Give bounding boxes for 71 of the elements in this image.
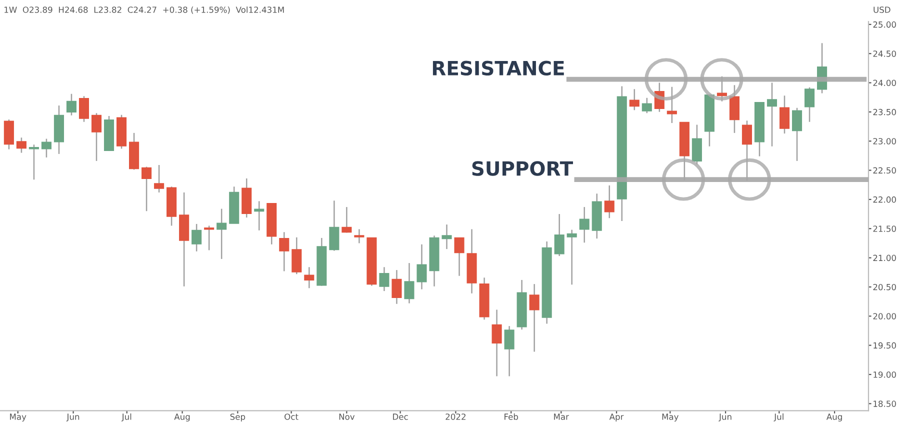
ref-line-label: RESISTANCE [432,60,564,76]
candlestick [579,206,590,244]
x-tick-label: 2022 [446,414,466,420]
candlestick [41,138,52,158]
x-tick-label: Feb [504,413,518,420]
x-tick-label: Jun [718,414,732,422]
y-tick-label: 22.50 [873,167,896,174]
candlestick [416,244,427,290]
candlestick [78,96,90,122]
candlestick [342,206,352,234]
candlestick [566,229,577,286]
candlestick [404,262,414,304]
y-tick-label: 22.00 [873,196,896,203]
candlestick [804,86,815,122]
candlestick [154,164,164,194]
candlestick [91,112,102,162]
y-tick-label: 24.00 [873,80,896,86]
y-tick-label: 18.50 [874,400,896,407]
candlestick [504,325,514,377]
x-tick-label: Aug [174,414,190,422]
candlestick [254,200,264,231]
candlestick [329,200,340,252]
x-tick-label: Jul [774,413,784,422]
y-tick-label: 20.50 [873,284,896,290]
y-axis-title: USD [874,6,890,13]
candlestick [304,266,314,289]
candlestick [529,283,540,352]
y-tick-label: 24.50 [873,50,896,57]
y-tick-label: 20.00 [873,313,896,320]
y-tick-label: 19.50 [874,342,896,349]
y-tick-label: 21.50 [873,226,896,232]
x-tick-label: Nov [339,414,355,420]
y-tick-label: 21.00 [873,254,896,262]
candlestick [379,266,390,292]
y-tick-label: 25.00 [873,21,896,28]
candlestick [492,309,502,377]
candlestick [279,231,290,272]
candlestick [142,166,152,212]
candlestick [192,223,202,252]
y-tick-label: 19.00 [874,371,896,378]
candlestick [216,208,227,260]
candlestick [779,94,790,134]
chart-title: 1W O23.89 H24.68 L23.82 C24.27 +0.38 (+1.59%) Vol12.431M [4,6,284,14]
candlestick [629,88,640,111]
x-tick-label: Jun [66,414,80,422]
candlestick [354,228,364,244]
candlestick [292,236,302,275]
y-tick-label: 23.00 [873,138,896,144]
x-tick-label: Oct [284,414,298,420]
candlestick [554,213,564,257]
candlestick [442,224,452,250]
candlestick [792,107,802,162]
candlestick [204,225,214,251]
candlestick [642,97,652,114]
candlestick [454,237,464,276]
x-tick-label: Aug [826,414,842,422]
x-tick-label: Mar [554,414,569,420]
candlestick [16,136,26,154]
x-tick-label: Sep [230,414,246,422]
candlestick [604,184,614,219]
candlestick [28,144,39,180]
candlestick [392,269,402,305]
candlestick [4,118,14,150]
x-tick-label: Jul [121,413,132,422]
x-tick-label: Dec [393,414,408,420]
candlestick [66,93,77,116]
x-tick-label: Apr [609,414,624,422]
x-tick-label: May [10,414,26,422]
y-tick-label: 23.50 [873,108,896,116]
ref-line-label: SUPPORT [472,161,573,176]
x-tick-label: May [662,414,679,422]
